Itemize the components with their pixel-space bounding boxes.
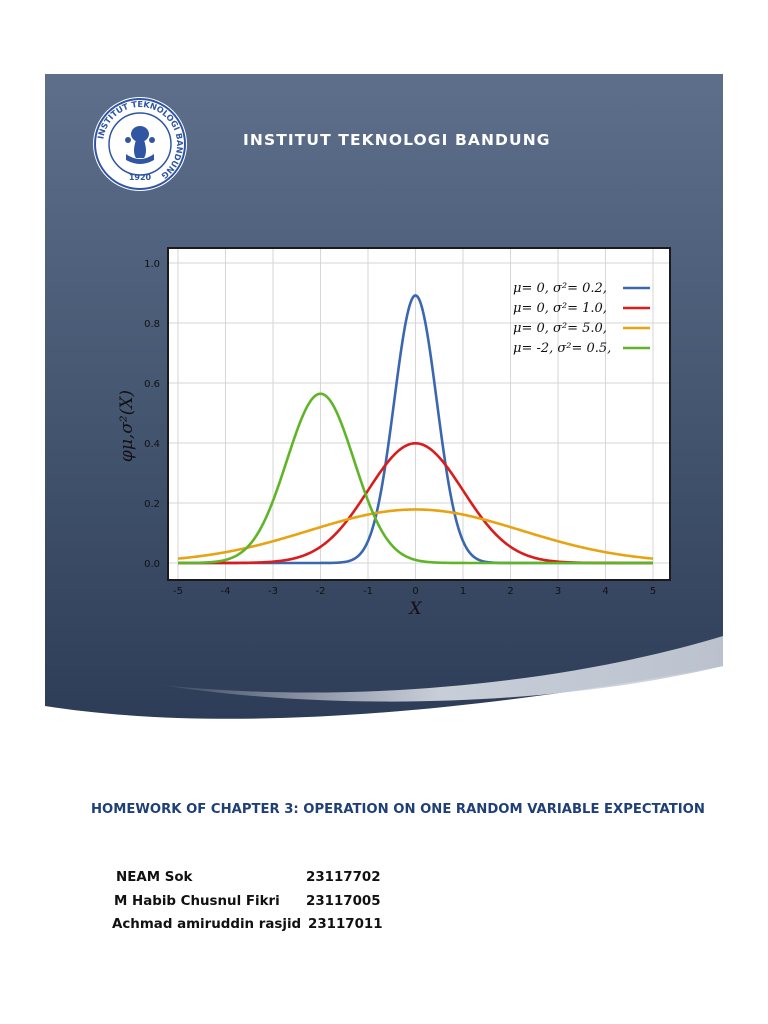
member-id: 23117011 (308, 917, 383, 932)
legend-label: μ= 0, σ²= 0.2, (513, 281, 607, 296)
y-axis-label: φμ,σ²(X) (118, 390, 137, 462)
x-tick-label: 1 (460, 586, 466, 597)
legend-label: μ= 0, σ²= 1.0, (513, 301, 607, 316)
x-tick-label: 2 (507, 586, 513, 597)
x-tick-label: -1 (363, 586, 373, 597)
itb-logo: INSTITUT TEKNOLOGI BANDUNG 1920 (93, 97, 187, 191)
institution-name: INSTITUT TEKNOLOGI BANDUNG (243, 131, 551, 149)
x-tick-label: -5 (173, 586, 183, 597)
ganesha-emblem (125, 126, 155, 164)
member-name: Achmad amiruddin rasjid (112, 917, 302, 932)
y-tick-label: 0.2 (144, 499, 160, 510)
y-tick-label: 0.4 (144, 439, 160, 450)
y-tick-label: 0.0 (144, 559, 160, 570)
member-name: NEAM Sok (116, 870, 193, 885)
y-tick-label: 1.0 (144, 259, 160, 270)
x-tick-label: 5 (650, 586, 656, 597)
member-name: M Habib Chusnul Fikri (114, 894, 280, 909)
series-line (177, 508, 654, 560)
normal-distribution-chart: -5 -4 -3 -2 -1 0 1 2 3 4 5 0.0 0.2 0.4 0.6 0.8 1.0 Xφμ,σ²… (118, 247, 671, 619)
y-tick-label: 0.6 (144, 379, 160, 390)
x-tick-label: -3 (268, 586, 278, 597)
member-id: 23117702 (306, 870, 381, 885)
y-tick-label: 0.8 (144, 319, 160, 330)
x-tick-label: 0 (412, 586, 418, 597)
legend-label: μ= 0, σ²= 5.0, (513, 321, 607, 336)
x-tick-label: -2 (316, 586, 326, 597)
series-line (177, 392, 654, 565)
legend-label: μ= -2, σ²= 0.5, (513, 341, 611, 356)
member-id: 23117005 (306, 894, 381, 909)
x-tick-label: -4 (221, 586, 231, 597)
logo-year: 1920 (129, 173, 152, 182)
homework-title: HOMEWORK OF CHAPTER 3: OPERATION ON ONE … (91, 802, 705, 817)
x-tick-label: 3 (555, 586, 561, 597)
plot-frame (167, 247, 671, 581)
x-tick-label: 4 (602, 586, 608, 597)
x-axis-label: X (407, 599, 422, 619)
